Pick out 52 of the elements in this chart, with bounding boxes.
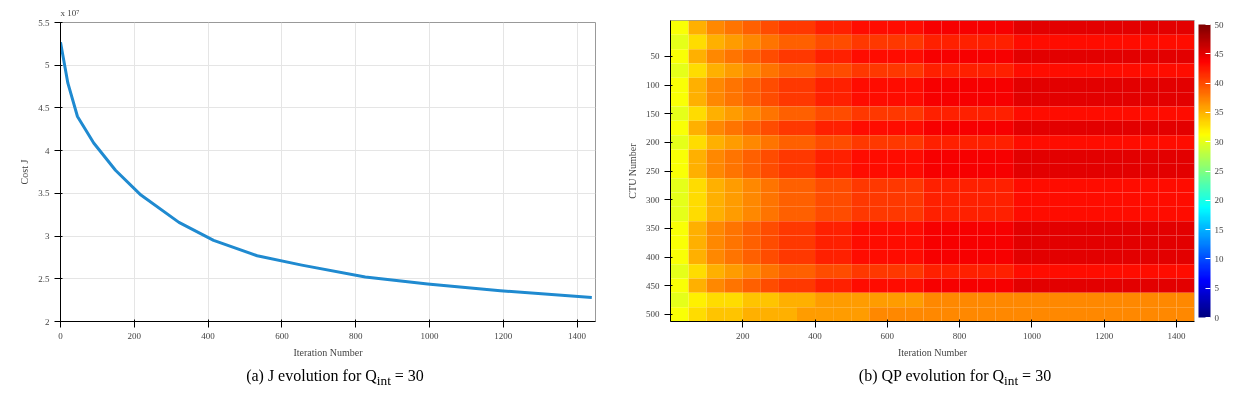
y-tick-label: 300: [646, 194, 660, 205]
y-tick-label: 4.5: [38, 102, 50, 113]
y-tick-label: 2: [45, 316, 50, 327]
color-bar-label: 45: [1214, 48, 1224, 59]
y-tick-label: 4: [45, 145, 50, 156]
y-tick-label: 50: [650, 51, 660, 62]
x-tick-label: 800: [952, 330, 967, 341]
x-tick-label: 200: [736, 330, 751, 341]
x-tick-label: 1200: [1095, 330, 1114, 341]
x-axis-title: Iteration Number: [293, 346, 364, 358]
color-bar-label: 10: [1214, 253, 1224, 264]
color-bar-label: 50: [1214, 19, 1224, 30]
color-bar-label: 40: [1214, 78, 1224, 89]
color-bar-label: 0: [1214, 312, 1220, 323]
y-tick-label: 500: [646, 309, 660, 320]
text: x 10⁷: [60, 7, 80, 18]
y-tick-label: 100: [646, 80, 660, 90]
color-bar-label: 25: [1214, 166, 1224, 176]
x-tick-label: 1400: [568, 330, 587, 341]
y-tick-label: 350: [646, 223, 660, 234]
x-tick-label: 1000: [420, 330, 439, 341]
y-tick-label: 150: [646, 108, 660, 119]
y-tick-label: 400: [646, 252, 660, 262]
y-tick-label: 5: [45, 60, 50, 71]
y-tick-label: 3.5: [38, 188, 50, 199]
y-tick-label: 3: [45, 231, 50, 242]
x-axis-title: Iteration Number: [897, 346, 968, 358]
x-tick-label: 0: [58, 330, 64, 341]
y-axis-title: Cost J: [19, 159, 31, 185]
x-tick-label: 400: [808, 330, 823, 341]
y-tick-label: 5.5: [38, 17, 50, 28]
text: (a) J evolution for Q$_{int}$ = 30: [246, 366, 424, 391]
color-bar-label: 30: [1214, 136, 1224, 147]
x-tick-label: 600: [880, 330, 895, 341]
y-tick-label: 250: [646, 166, 660, 176]
y-tick-label: 2.5: [38, 273, 50, 284]
text: (b) QP evolution for Q$_{int}$ = 30: [858, 366, 1052, 391]
y-tick-label: 200: [646, 137, 660, 148]
color-bar-label: 35: [1214, 107, 1224, 118]
line-series: [60, 40, 594, 300]
x-tick-label: 800: [348, 330, 363, 341]
x-tick-label: 1200: [494, 330, 513, 341]
x-tick-label: 200: [127, 330, 142, 341]
x-tick-label: 1400: [1167, 330, 1186, 341]
x-tick-label: 600: [275, 330, 290, 341]
x-tick-label: 1000: [1022, 330, 1042, 341]
color-bar-label: 5: [1214, 283, 1220, 294]
y-tick-label: 450: [646, 280, 660, 291]
x-tick-label: 400: [201, 330, 216, 341]
y-axis-title: CTU Number: [627, 142, 638, 199]
color-bar-label: 15: [1214, 224, 1224, 235]
color-bar-label: 20: [1214, 195, 1224, 206]
